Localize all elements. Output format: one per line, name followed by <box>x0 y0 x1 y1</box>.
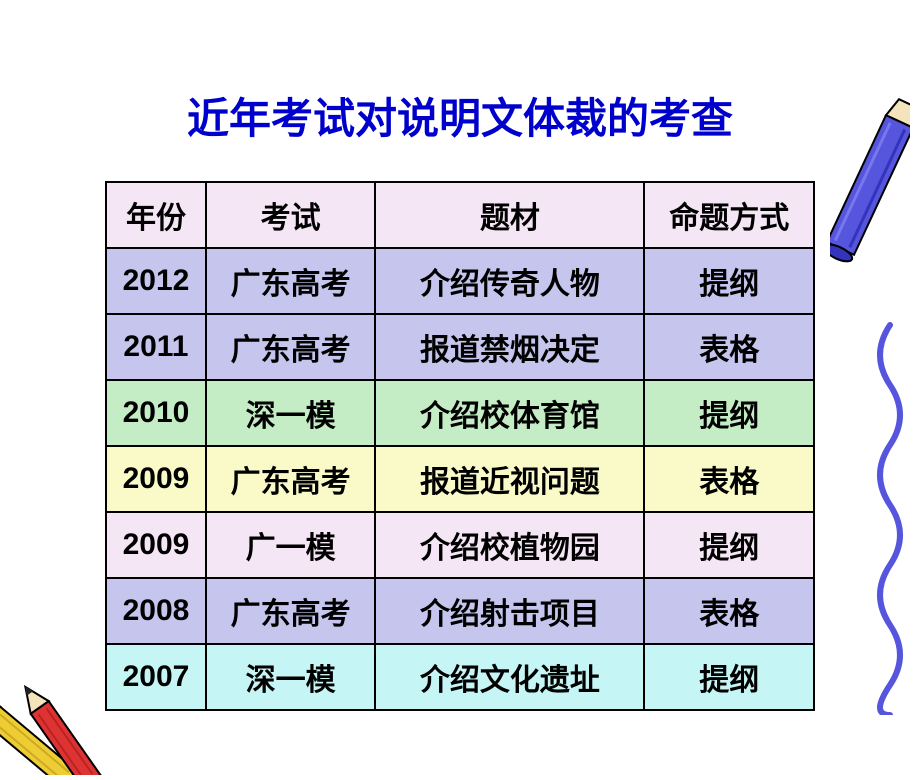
table-row: 2008广东高考介绍射击项目表格 <box>106 578 814 644</box>
page-title: 近年考试对说明文体裁的考查 <box>0 85 920 146</box>
cell-topic: 介绍文化遗址 <box>375 644 644 710</box>
cell-year: 2010 <box>106 380 206 446</box>
table-row: 2007深一模介绍文化遗址提纲 <box>106 644 814 710</box>
cell-exam: 广东高考 <box>206 248 375 314</box>
cell-format: 提纲 <box>644 380 814 446</box>
squiggle-decoration <box>865 315 915 715</box>
table-row: 2009广一模介绍校植物园提纲 <box>106 512 814 578</box>
crayon-decoration <box>830 85 910 285</box>
cell-topic: 介绍校植物园 <box>375 512 644 578</box>
header-format: 命题方式 <box>644 182 814 248</box>
cell-format: 表格 <box>644 578 814 644</box>
table-row: 2010深一模介绍校体育馆提纲 <box>106 380 814 446</box>
cell-exam: 广东高考 <box>206 446 375 512</box>
table-row: 2011广东高考报道禁烟决定表格 <box>106 314 814 380</box>
header-year: 年份 <box>106 182 206 248</box>
cell-year: 2012 <box>106 248 206 314</box>
cell-format: 提纲 <box>644 644 814 710</box>
header-topic: 题材 <box>375 182 644 248</box>
cell-year: 2009 <box>106 512 206 578</box>
cell-format: 提纲 <box>644 512 814 578</box>
cell-exam: 广东高考 <box>206 314 375 380</box>
table-header-row: 年份 考试 题材 命题方式 <box>106 182 814 248</box>
table-row: 2012广东高考介绍传奇人物提纲 <box>106 248 814 314</box>
cell-format: 提纲 <box>644 248 814 314</box>
cell-topic: 介绍射击项目 <box>375 578 644 644</box>
cell-topic: 介绍校体育馆 <box>375 380 644 446</box>
cell-format: 表格 <box>644 446 814 512</box>
cell-topic: 介绍传奇人物 <box>375 248 644 314</box>
header-exam: 考试 <box>206 182 375 248</box>
cell-format: 表格 <box>644 314 814 380</box>
exam-table: 年份 考试 题材 命题方式 2012广东高考介绍传奇人物提纲2011广东高考报道… <box>105 181 815 711</box>
cell-exam: 广一模 <box>206 512 375 578</box>
cell-exam: 广东高考 <box>206 578 375 644</box>
cell-topic: 报道禁烟决定 <box>375 314 644 380</box>
cell-year: 2011 <box>106 314 206 380</box>
table-row: 2009广东高考报道近视问题表格 <box>106 446 814 512</box>
cell-topic: 报道近视问题 <box>375 446 644 512</box>
pencils-decoration <box>0 575 130 775</box>
cell-exam: 深一模 <box>206 380 375 446</box>
cell-year: 2009 <box>106 446 206 512</box>
cell-exam: 深一模 <box>206 644 375 710</box>
